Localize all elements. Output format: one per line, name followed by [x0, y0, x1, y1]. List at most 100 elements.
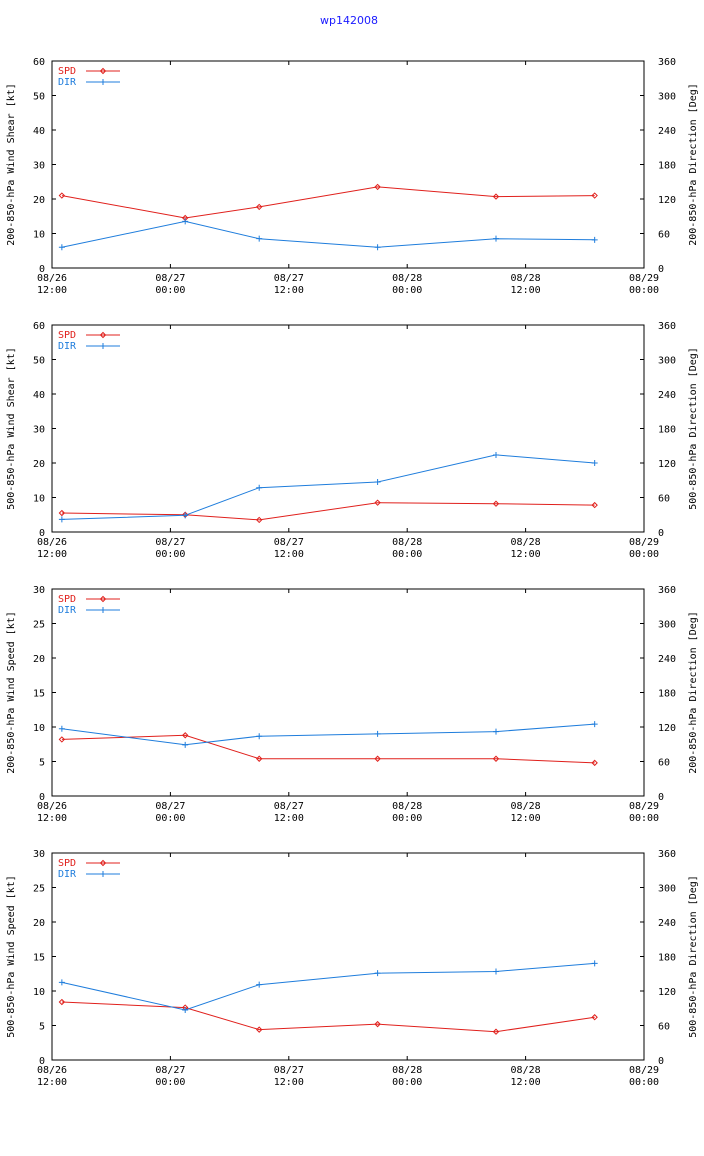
- x-tick-label-time: 00:00: [392, 813, 422, 824]
- series-line-dir: [61, 454, 595, 520]
- x-tick-label-time: 12:00: [511, 549, 541, 560]
- y2-tick-label: 120: [658, 195, 676, 206]
- y-tick-label: 10: [33, 230, 45, 241]
- y-tick-label: 10: [33, 987, 45, 998]
- y-tick-label: 20: [33, 195, 45, 206]
- data-point-spd: [374, 499, 381, 506]
- legend-label-spd: SPD: [58, 858, 76, 869]
- x-tick-label-date: 08/28: [511, 537, 541, 548]
- x-tick-label-date: 08/28: [511, 801, 541, 812]
- x-tick-label-time: 12:00: [37, 285, 67, 296]
- y2-tick-label: 120: [658, 459, 676, 470]
- x-tick-label-date: 08/27: [155, 801, 185, 812]
- x-tick-label-time: 00:00: [392, 285, 422, 296]
- legend-label-dir: DIR: [58, 77, 77, 88]
- y2-tick-label: 0: [658, 264, 664, 275]
- x-tick-label-date: 08/27: [155, 273, 185, 284]
- x-tick-label-time: 00:00: [629, 285, 659, 296]
- y2-tick-label: 360: [658, 57, 676, 68]
- data-point-spd: [255, 203, 263, 211]
- plot-frame: [51, 60, 645, 269]
- y-tick-label: 0: [39, 264, 45, 275]
- x-tick-label-time: 12:00: [274, 285, 304, 296]
- series-line-dir: [61, 723, 595, 746]
- y2-tick-label: 180: [658, 161, 676, 172]
- x-tick-label-date: 08/27: [274, 1065, 304, 1076]
- y-tick-label: 60: [33, 321, 45, 332]
- y2-axis-label: 200-850-hPa Direction [Deg]: [688, 611, 699, 774]
- legend-label-dir: DIR: [58, 605, 77, 616]
- data-point-spd: [255, 755, 263, 762]
- y-axis-label: 200-850-hPa Wind Speed [kt]: [6, 611, 17, 774]
- y-tick-label: 20: [33, 459, 45, 470]
- data-point-spd: [591, 759, 598, 767]
- y-tick-label: 5: [39, 758, 45, 769]
- x-tick-label-time: 12:00: [274, 813, 304, 824]
- y2-tick-label: 0: [658, 528, 664, 539]
- y-tick-label: 15: [33, 689, 45, 700]
- data-point-dir: [374, 730, 381, 737]
- x-tick-label-date: 08/27: [155, 537, 185, 548]
- x-tick-label-time: 00:00: [155, 285, 185, 296]
- x-tick-label-time: 12:00: [37, 1077, 67, 1088]
- y-tick-label: 30: [33, 161, 45, 172]
- data-point-spd: [591, 1014, 598, 1021]
- y2-tick-label: 360: [658, 585, 676, 596]
- x-tick-label-date: 08/28: [511, 273, 541, 284]
- data-point-dir: [493, 728, 499, 735]
- y2-tick-label: 60: [658, 230, 670, 241]
- data-point-dir: [182, 512, 189, 519]
- y2-axis-label: 200-850-hPa Direction [Deg]: [688, 83, 699, 246]
- y-tick-label: 50: [33, 356, 45, 367]
- plot-frame: [51, 852, 645, 1061]
- page-title: wp142008: [320, 14, 378, 27]
- data-point-dir: [182, 218, 189, 225]
- y-tick-label: 0: [39, 528, 45, 539]
- x-tick-label-time: 00:00: [629, 813, 659, 824]
- series-line-spd: [61, 734, 595, 764]
- x-tick-label-date: 08/28: [392, 537, 422, 548]
- legend-label-spd: SPD: [58, 594, 76, 605]
- data-point-spd: [492, 500, 500, 507]
- data-point-dir: [256, 484, 263, 491]
- y2-tick-label: 0: [658, 1056, 664, 1067]
- y2-tick-label: 120: [658, 987, 676, 998]
- data-point-spd: [58, 192, 66, 199]
- x-tick-label-time: 12:00: [37, 813, 67, 824]
- data-point-dir: [591, 721, 598, 728]
- y-tick-label: 20: [33, 654, 45, 665]
- series-line-spd: [61, 502, 595, 521]
- chart-panel-3: 05101520253006012018024030036008/2612:00…: [6, 585, 699, 824]
- data-point-dir: [591, 960, 598, 967]
- y2-tick-label: 180: [658, 953, 676, 964]
- data-point-dir: [374, 244, 381, 251]
- y-tick-label: 50: [33, 92, 45, 103]
- data-point-dir: [374, 478, 381, 485]
- data-point-spd: [58, 509, 66, 517]
- x-tick-label-time: 12:00: [511, 285, 541, 296]
- data-point-dir: [58, 516, 65, 523]
- x-tick-label-date: 08/26: [37, 537, 67, 548]
- y-tick-label: 30: [33, 585, 45, 596]
- data-point-dir: [256, 235, 263, 242]
- y-tick-label: 10: [33, 494, 45, 505]
- data-point-spd: [58, 998, 66, 1006]
- x-tick-label-date: 08/29: [629, 273, 659, 284]
- chart-panel-4: 05101520253006012018024030036008/2612:00…: [6, 849, 699, 1088]
- legend-marker-spd: [99, 67, 107, 75]
- y-axis-label: 200-850-hPa Wind Shear [kt]: [6, 83, 17, 246]
- x-tick-label-time: 12:00: [511, 1077, 541, 1088]
- y-tick-label: 60: [33, 57, 45, 68]
- legend-marker-dir: [100, 79, 106, 85]
- data-point-dir: [58, 979, 65, 986]
- data-point-dir: [256, 981, 263, 988]
- data-point-spd: [255, 516, 263, 524]
- legend-label-dir: DIR: [58, 869, 77, 880]
- x-tick-label-time: 00:00: [155, 813, 185, 824]
- x-tick-label-date: 08/27: [274, 537, 304, 548]
- y2-tick-label: 300: [658, 356, 676, 367]
- x-tick-label-date: 08/28: [392, 801, 422, 812]
- y2-tick-label: 240: [658, 918, 676, 929]
